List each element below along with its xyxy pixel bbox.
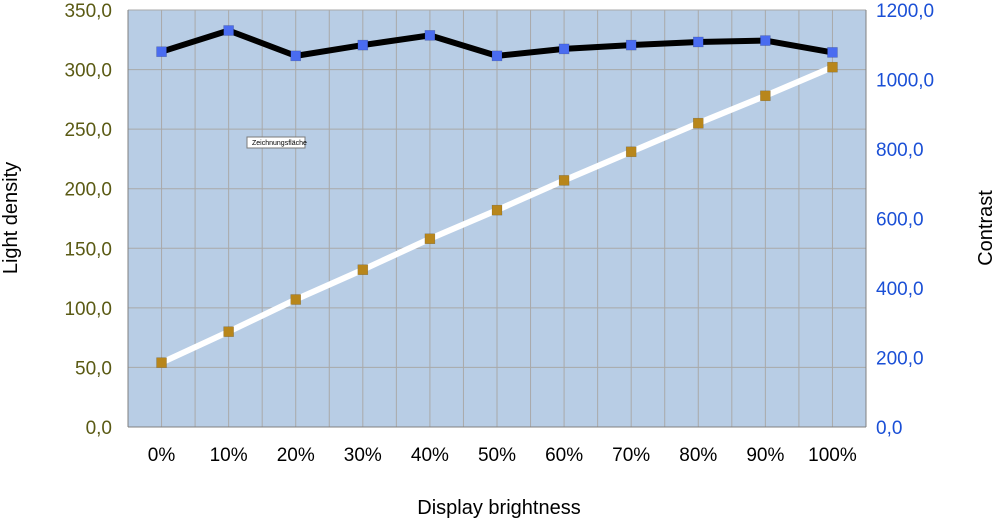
light-density-point xyxy=(558,175,570,186)
left-y-tick-label: 350,0 xyxy=(64,1,112,22)
left-y-tick-label: 150,0 xyxy=(64,239,112,260)
light-density-point xyxy=(156,357,167,368)
x-axis-title: Display brightness xyxy=(417,497,580,519)
right-y-tick-label: 0,0 xyxy=(876,418,902,439)
left-y-tick-label: 50,0 xyxy=(75,358,112,379)
contrast-point xyxy=(290,50,301,62)
right-y-tick-label: 1000,0 xyxy=(876,71,934,92)
light-density-point xyxy=(357,264,369,275)
x-tick-label: 40% xyxy=(411,445,449,466)
contrast-point xyxy=(156,46,167,57)
light-density-point xyxy=(693,117,704,129)
right-y-tick-label: 800,0 xyxy=(876,140,924,161)
x-tick-label: 0% xyxy=(148,445,176,466)
light-density-point xyxy=(760,90,771,102)
contrast-point xyxy=(357,39,369,51)
right-y-axis-title: Contrast xyxy=(975,190,997,266)
contrast-point xyxy=(693,36,704,48)
left-y-tick-label: 200,0 xyxy=(64,180,112,201)
plot-area-tooltip: Zeichnungsfläche xyxy=(246,136,307,149)
light-density-point xyxy=(827,61,838,73)
right-y-tick-label: 1200,0 xyxy=(876,1,934,22)
right-y-tick-label: 600,0 xyxy=(876,210,924,231)
tooltip-box xyxy=(246,136,306,149)
right-y-tick-label: 200,0 xyxy=(876,349,924,370)
right-y-tick-labels: 0,0 200,0 400,0 600,0 800,0 1000,0 1200,0 xyxy=(876,1,934,439)
light-density-point xyxy=(491,204,503,216)
left-y-tick-labels: 0,0 50,0 100,0 150,0 200,0 250,0 300,0 350,0 xyxy=(64,1,112,439)
contrast-point xyxy=(491,50,503,62)
x-tick-labels: 0% 10% 20% 30% 40% 50% 60% 70% 80% 90% 100% xyxy=(148,445,857,466)
x-tick-label: 80% xyxy=(679,445,717,466)
x-tick-label: 90% xyxy=(746,445,784,466)
contrast-point xyxy=(625,39,637,51)
light-density-point xyxy=(625,146,637,158)
x-tick-label: 100% xyxy=(808,445,857,466)
light-density-point xyxy=(424,233,436,245)
light-density-point xyxy=(290,294,301,305)
x-tick-label: 20% xyxy=(277,445,315,466)
contrast-point xyxy=(760,35,771,46)
right-y-tick-label: 400,0 xyxy=(876,279,924,300)
contrast-point xyxy=(558,43,570,55)
left-y-tick-label: 100,0 xyxy=(64,299,112,320)
x-tick-label: 30% xyxy=(344,445,382,466)
x-tick-label: 70% xyxy=(612,445,650,466)
x-tick-label: 10% xyxy=(210,445,248,466)
left-y-tick-label: 250,0 xyxy=(64,120,112,141)
left-y-tick-label: 0,0 xyxy=(86,418,112,439)
x-tick-label: 50% xyxy=(478,445,516,466)
light-density-point xyxy=(223,326,234,337)
contrast-point xyxy=(223,25,234,36)
series-layer xyxy=(156,25,838,368)
tooltip-text: Zeichnungsfläche xyxy=(252,140,307,147)
left-y-tick-label: 300,0 xyxy=(64,61,112,82)
left-y-axis-title: Light density xyxy=(0,162,22,274)
x-tick-label: 60% xyxy=(545,445,583,466)
contrast-point xyxy=(827,47,838,58)
contrast-point xyxy=(424,30,436,41)
